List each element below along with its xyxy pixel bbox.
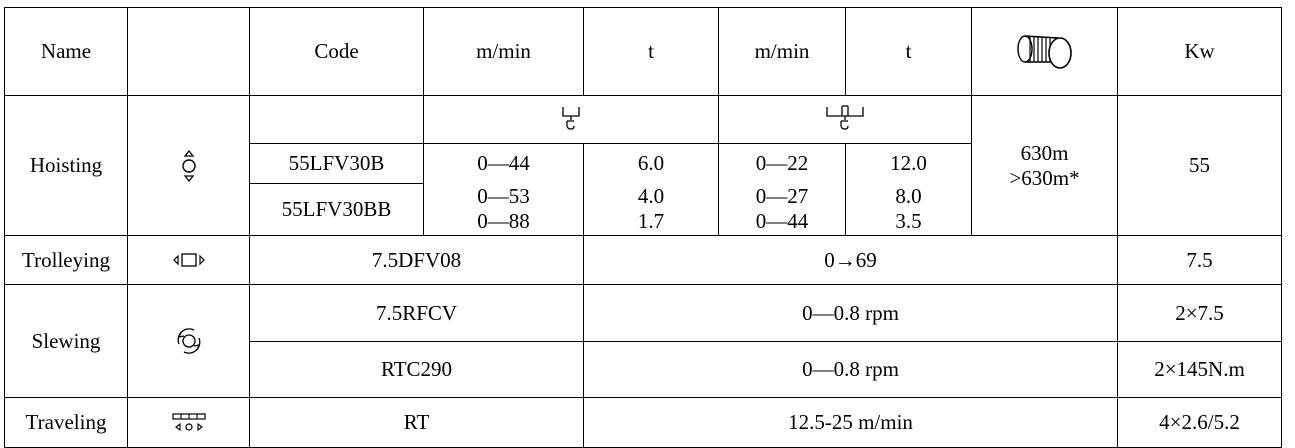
hoisting-code-1: 55LFV30B bbox=[249, 143, 424, 184]
hoisting-load-double-1: 12.0 bbox=[845, 143, 972, 184]
header-name: Name bbox=[4, 7, 128, 96]
trolleying-power: 7.5 bbox=[1117, 235, 1282, 285]
traveling-row: Traveling RT 12.5-25 m/min 4×2.6/5.2 bbox=[4, 397, 1282, 448]
rope-drum-icon bbox=[1016, 34, 1072, 69]
header-row: Name Code m/min t m/min t Kw bbox=[4, 7, 1282, 96]
slewing-code-1: 7.5RFCV bbox=[249, 284, 584, 342]
slewing-icon-cell bbox=[127, 284, 250, 398]
header-drum bbox=[971, 7, 1118, 96]
trolleying-icon bbox=[172, 253, 205, 267]
traveling-speed: 12.5-25 m/min bbox=[583, 397, 1118, 448]
header-speed-double: m/min bbox=[718, 7, 846, 96]
single-hook-cell bbox=[423, 95, 719, 144]
hoisting-power: 55 bbox=[1117, 95, 1282, 236]
hoisting-speed-single-2: 0—53 0—88 bbox=[423, 183, 584, 236]
slewing-code-2: RTC290 bbox=[249, 341, 584, 398]
header-icon-column bbox=[127, 7, 250, 96]
slewing-speed-1: 0—0.8 rpm bbox=[583, 284, 1118, 342]
traveling-label: Traveling bbox=[4, 397, 128, 448]
header-load-double: t bbox=[845, 7, 972, 96]
header-speed-single: m/min bbox=[423, 7, 584, 96]
trolleying-speed: 0→69 bbox=[583, 235, 1118, 285]
header-power: Kw bbox=[1117, 7, 1282, 96]
hoisting-speed-double-2: 0—27 0—44 bbox=[718, 183, 846, 236]
trolleying-label: Trolleying bbox=[4, 235, 128, 285]
trolleying-row: Trolleying 7.5DFV08 0→69 7.5 bbox=[4, 235, 1282, 285]
slewing-power-2: 2×145N.m bbox=[1117, 341, 1282, 398]
header-code: Code bbox=[249, 7, 424, 96]
hoisting-icon bbox=[181, 149, 196, 182]
crane-mechanism-spec-table: Name Code m/min t m/min t Kw Hoisting bbox=[4, 7, 1282, 448]
hoisting-icon-cell bbox=[127, 95, 250, 236]
slewing-row-2: RTC290 0—0.8 rpm 2×145N.m bbox=[5, 341, 1282, 398]
traveling-icon bbox=[171, 412, 206, 431]
hoisting-load-double-2: 8.0 3.5 bbox=[845, 183, 972, 236]
traveling-icon-cell bbox=[127, 397, 250, 448]
slewing-speed-2: 0—0.8 rpm bbox=[583, 341, 1118, 398]
slewing-power-1: 2×7.5 bbox=[1117, 284, 1282, 342]
trolleying-icon-cell bbox=[127, 235, 250, 285]
traveling-code: RT bbox=[249, 397, 584, 448]
hoisting-label: Hoisting bbox=[4, 95, 128, 236]
header-load-single: t bbox=[583, 7, 719, 96]
hoisting-row-1: 55LFV30B 0—44 6.0 0—22 12.0 bbox=[5, 143, 1282, 184]
slewing-label: Slewing bbox=[4, 284, 128, 398]
single-fall-hook-icon bbox=[562, 106, 580, 130]
hoisting-speed-double-1: 0—22 bbox=[718, 143, 846, 184]
double-fall-hook-icon bbox=[826, 104, 864, 130]
hoisting-code-blank bbox=[249, 95, 424, 144]
hoisting-rope-length: 630m >630m* bbox=[971, 95, 1118, 236]
hoisting-code-2: 55LFV30BB bbox=[249, 183, 424, 236]
hoisting-load-single-2: 4.0 1.7 bbox=[583, 183, 719, 236]
hoisting-speed-single-1: 0—44 bbox=[423, 143, 584, 184]
hoisting-load-single-1: 6.0 bbox=[583, 143, 719, 184]
double-hook-cell bbox=[718, 95, 972, 144]
trolleying-code: 7.5DFV08 bbox=[249, 235, 584, 285]
slewing-icon bbox=[177, 328, 200, 354]
hoisting-hook-row: Hoisting 630m >630m* 55 bbox=[4, 95, 1282, 236]
traveling-power: 4×2.6/5.2 bbox=[1117, 397, 1282, 448]
slewing-row-1: Slewing 7.5RFCV 0—0.8 rpm 2×7.5 bbox=[4, 284, 1282, 398]
